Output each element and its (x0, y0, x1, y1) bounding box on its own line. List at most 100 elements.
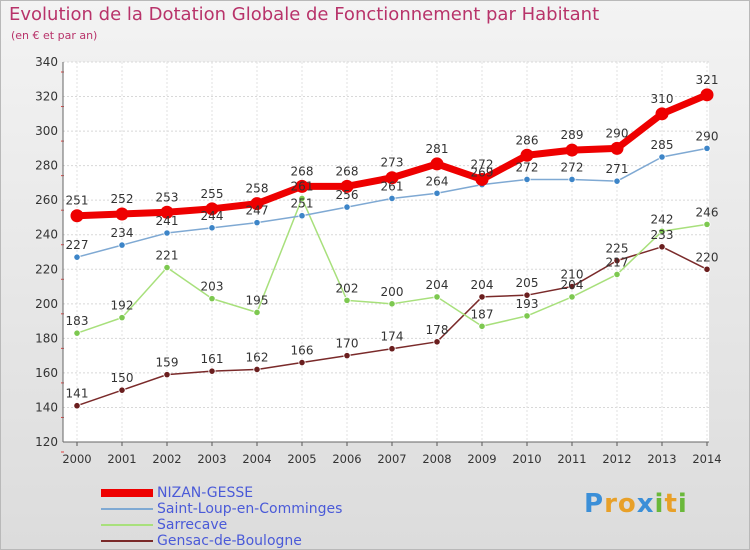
data-label: 234 (111, 226, 134, 240)
series-point-0 (295, 179, 309, 193)
data-label: 227 (66, 238, 89, 252)
plot-area (63, 62, 709, 442)
data-label: 241 (156, 214, 179, 228)
legend-item: Gensac-de-Boulogne (101, 533, 342, 549)
data-label: 192 (111, 299, 134, 313)
data-label: 289 (561, 128, 584, 142)
legend-swatch (101, 540, 153, 542)
series-point-1 (343, 203, 351, 211)
series-point-1 (298, 212, 306, 220)
data-label: 244 (201, 209, 224, 223)
series-point-3 (298, 358, 306, 367)
series-point-2 (298, 194, 306, 203)
series-point-3 (568, 282, 576, 291)
x-tick-label: 2004 (242, 452, 271, 466)
series-point-3 (118, 386, 126, 394)
y-tick-label: 320 (35, 90, 58, 104)
y-tick-label: 280 (35, 159, 58, 173)
x-tick-label: 2010 (512, 452, 541, 466)
chart-subtitle: (en € et par an) (11, 29, 98, 42)
series-point-2 (703, 220, 711, 228)
x-tick-label: 2014 (692, 452, 721, 466)
data-label: 273 (381, 156, 404, 170)
data-label: 150 (111, 371, 134, 385)
data-label: 272 (516, 160, 539, 174)
series-point-1 (433, 189, 441, 197)
data-label: 269 (471, 166, 494, 180)
data-label: 200 (381, 285, 404, 299)
series-point-0 (700, 88, 714, 102)
series-point-0 (340, 179, 354, 193)
series-point-3 (433, 338, 441, 346)
legend-swatch (101, 489, 153, 497)
series-point-2 (433, 293, 441, 301)
data-label: 204 (471, 278, 494, 292)
y-tick-label: 180 (35, 331, 58, 345)
data-label: 285 (651, 138, 674, 152)
brand-letter: i (654, 489, 665, 519)
data-label: 271 (606, 162, 629, 176)
series-point-2 (163, 263, 171, 272)
data-label: 183 (66, 314, 89, 328)
data-label: 202 (336, 281, 359, 295)
data-label: 178 (426, 323, 449, 337)
y-tick-label: 240 (35, 228, 58, 242)
series-point-2 (658, 227, 666, 235)
y-tick-label: 140 (35, 400, 58, 414)
legend-item: Sarrecave (101, 517, 342, 533)
series-point-1 (208, 224, 216, 232)
series-point-2 (523, 312, 531, 320)
data-label: 255 (201, 187, 224, 201)
data-label: 286 (516, 133, 539, 147)
data-label: 141 (66, 387, 89, 401)
data-label: 246 (696, 205, 719, 219)
data-label: 195 (246, 293, 269, 307)
data-label: 272 (471, 157, 494, 171)
legend-swatch (101, 524, 153, 526)
data-label: 210 (561, 268, 584, 282)
data-label: 221 (156, 249, 179, 263)
legend-item: NIZAN-GESSE (101, 485, 342, 501)
series-point-2 (73, 329, 81, 337)
data-label: 290 (696, 129, 719, 143)
y-tick-label: 220 (35, 262, 58, 276)
x-tick-label: 2007 (377, 452, 406, 466)
data-label: 204 (561, 278, 584, 292)
legend-label: Saint-Loup-en-Comminges (157, 501, 343, 517)
legend-swatch (101, 508, 153, 510)
series-point-1 (163, 229, 171, 237)
series-point-0 (520, 148, 534, 162)
series-point-2 (568, 293, 576, 301)
data-label: 205 (516, 276, 539, 290)
data-label: 170 (336, 337, 359, 351)
data-label: 217 (606, 255, 629, 269)
data-label: 166 (291, 344, 314, 358)
data-label: 233 (651, 228, 674, 242)
data-label: 162 (246, 350, 269, 364)
legend-label: NIZAN-GESSE (157, 485, 254, 501)
data-label: 225 (606, 242, 629, 256)
series-point-0 (250, 197, 264, 211)
y-tick-label: 260 (35, 193, 58, 207)
data-label: 193 (516, 297, 539, 311)
y-tick-label: 340 (35, 55, 58, 69)
series-point-0 (160, 205, 174, 219)
data-label: 310 (651, 92, 674, 106)
data-label: 220 (696, 250, 719, 264)
series-point-1 (658, 153, 666, 161)
series-point-1 (703, 144, 711, 152)
x-tick-label: 2002 (152, 452, 181, 466)
series-point-2 (613, 270, 621, 279)
data-label: 159 (156, 356, 179, 370)
series-point-3 (73, 402, 81, 410)
data-label: 204 (426, 278, 449, 292)
brand-letter: i (677, 489, 688, 519)
series-point-0 (385, 171, 399, 185)
series-point-1 (388, 194, 396, 203)
legend-label: Sarrecave (157, 517, 228, 533)
series-point-2 (253, 308, 261, 317)
x-tick-label: 2000 (62, 452, 91, 466)
x-tick-label: 2008 (422, 452, 451, 466)
x-tick-label: 2009 (467, 452, 496, 466)
data-label: 174 (381, 330, 404, 344)
